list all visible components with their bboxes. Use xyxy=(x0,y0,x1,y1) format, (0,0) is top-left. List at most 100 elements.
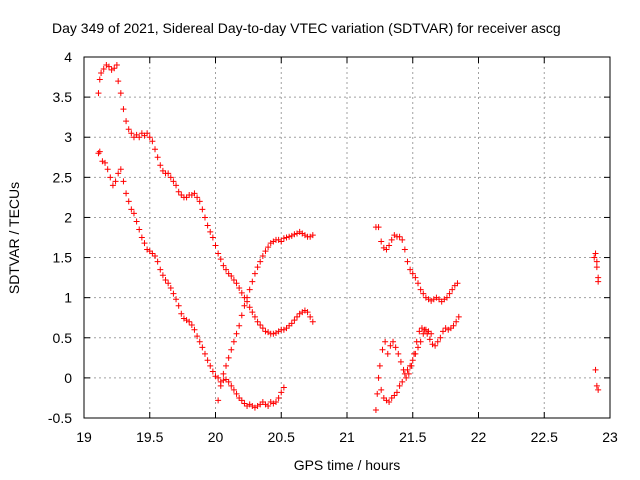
x-tick-label: 23 xyxy=(602,429,618,445)
data-point-track-g xyxy=(595,278,602,285)
data-point-track-f xyxy=(407,362,414,369)
y-tick-label: 2.5 xyxy=(53,169,73,185)
data-point-track-a xyxy=(167,174,174,181)
data-point-track-b xyxy=(128,206,135,213)
data-point-track-f xyxy=(404,366,411,373)
data-point-track-b xyxy=(154,258,161,265)
data-point-track-e xyxy=(434,338,441,345)
data-point-track-a xyxy=(262,328,269,335)
data-point-track-b xyxy=(228,382,235,389)
data-point-track-g xyxy=(592,250,599,257)
data-point-track-a xyxy=(199,206,206,213)
data-point-track-a xyxy=(259,325,266,332)
data-point-track-c xyxy=(259,252,266,259)
data-point-track-c xyxy=(283,234,290,241)
grid xyxy=(84,57,610,418)
data-point-track-f xyxy=(409,357,416,364)
data-point-track-e xyxy=(439,328,446,335)
data-point-track-f xyxy=(396,382,403,389)
y-tick-label: 4 xyxy=(64,49,72,65)
x-tick-label: 21 xyxy=(339,429,355,445)
data-point-track-b xyxy=(215,374,222,381)
data-point-track-a xyxy=(128,130,135,137)
data-point-track-d xyxy=(396,233,403,240)
data-point-track-c xyxy=(223,362,230,369)
data-point-track-b xyxy=(207,362,214,369)
data-point-track-a xyxy=(115,78,122,85)
data-point-track-e xyxy=(432,342,439,349)
data-point-track-b xyxy=(130,210,137,217)
data-point-track-b xyxy=(278,389,285,396)
data-point-track-a xyxy=(123,118,130,125)
data-point-track-b xyxy=(165,280,172,287)
data-point-track-a xyxy=(238,289,245,296)
data-point-track-b xyxy=(109,182,116,189)
data-point-track-g xyxy=(592,366,599,373)
data-point-track-a xyxy=(194,194,201,201)
data-point-track-c xyxy=(309,232,316,239)
data-point-track-b xyxy=(191,326,198,333)
data-point-track-b xyxy=(233,390,240,397)
data-point-track-a xyxy=(98,70,105,77)
data-point-track-a xyxy=(236,285,243,292)
data-point-track-f xyxy=(393,389,400,396)
data-point-track-b xyxy=(178,310,185,317)
data-point-track-b xyxy=(162,277,169,284)
data-point-track-a xyxy=(165,170,172,177)
data-point-track-e xyxy=(426,336,433,343)
data-point-track-b xyxy=(265,402,272,409)
data-point-track-d xyxy=(446,290,453,297)
data-point-track-a xyxy=(173,182,180,189)
data-point-track-b xyxy=(167,285,174,292)
y-tick-label: 0 xyxy=(64,370,72,386)
data-point-track-b xyxy=(170,290,177,297)
data-point-track-b xyxy=(209,368,216,375)
data-point-track-a xyxy=(201,214,208,221)
data-point-track-b xyxy=(194,333,201,340)
data-point-track-e xyxy=(387,342,394,349)
data-point-track-a xyxy=(204,222,211,229)
data-point-track-a xyxy=(230,277,237,284)
data-point-track-b xyxy=(141,240,148,247)
data-point-track-c xyxy=(262,248,269,255)
x-tick-labels: 19 19.5 20 20.5 21 21.5 22 22.5 23 xyxy=(76,429,618,445)
y-tick-label: 3 xyxy=(64,129,72,145)
data-point-track-a xyxy=(212,242,219,249)
data-point-track-c xyxy=(244,294,251,301)
data-point-track-b xyxy=(117,166,124,173)
data-point-track-a xyxy=(191,190,198,197)
data-point-track-b xyxy=(230,386,237,393)
data-point-track-a xyxy=(270,330,277,337)
data-point-track-f xyxy=(386,398,393,405)
data-point-track-a xyxy=(95,90,102,97)
data-point-track-b xyxy=(107,174,114,181)
data-point-track-a xyxy=(291,317,298,324)
data-point-track-b xyxy=(104,166,111,173)
data-point-track-e xyxy=(374,390,381,397)
data-point-track-c xyxy=(220,370,227,377)
data-point-track-a xyxy=(154,154,161,161)
data-point-track-b xyxy=(186,318,193,325)
data-point-track-a xyxy=(113,62,120,69)
data-point-track-a xyxy=(246,304,253,311)
data-point-track-e xyxy=(453,318,460,325)
x-tick-label: 22.5 xyxy=(531,429,558,445)
data-point-track-e xyxy=(450,322,457,329)
data-point-track-a xyxy=(144,130,151,137)
data-point-track-a xyxy=(136,134,143,141)
data-point-track-d xyxy=(409,270,416,277)
data-point-track-e xyxy=(455,313,462,320)
data-point-track-a xyxy=(251,313,258,320)
data-point-track-f xyxy=(399,378,406,385)
data-point-track-c xyxy=(228,346,235,353)
data-point-track-a xyxy=(111,65,118,72)
data-point-track-f xyxy=(391,392,398,399)
data-point-track-a xyxy=(217,256,224,263)
data-point-track-f xyxy=(378,386,385,393)
data-point-track-b xyxy=(112,178,119,185)
data-point-track-e xyxy=(416,328,423,335)
data-point-track-c xyxy=(241,302,248,309)
plot-frame xyxy=(83,56,611,419)
data-point-track-a xyxy=(233,280,240,287)
data-point-track-d xyxy=(388,236,395,243)
